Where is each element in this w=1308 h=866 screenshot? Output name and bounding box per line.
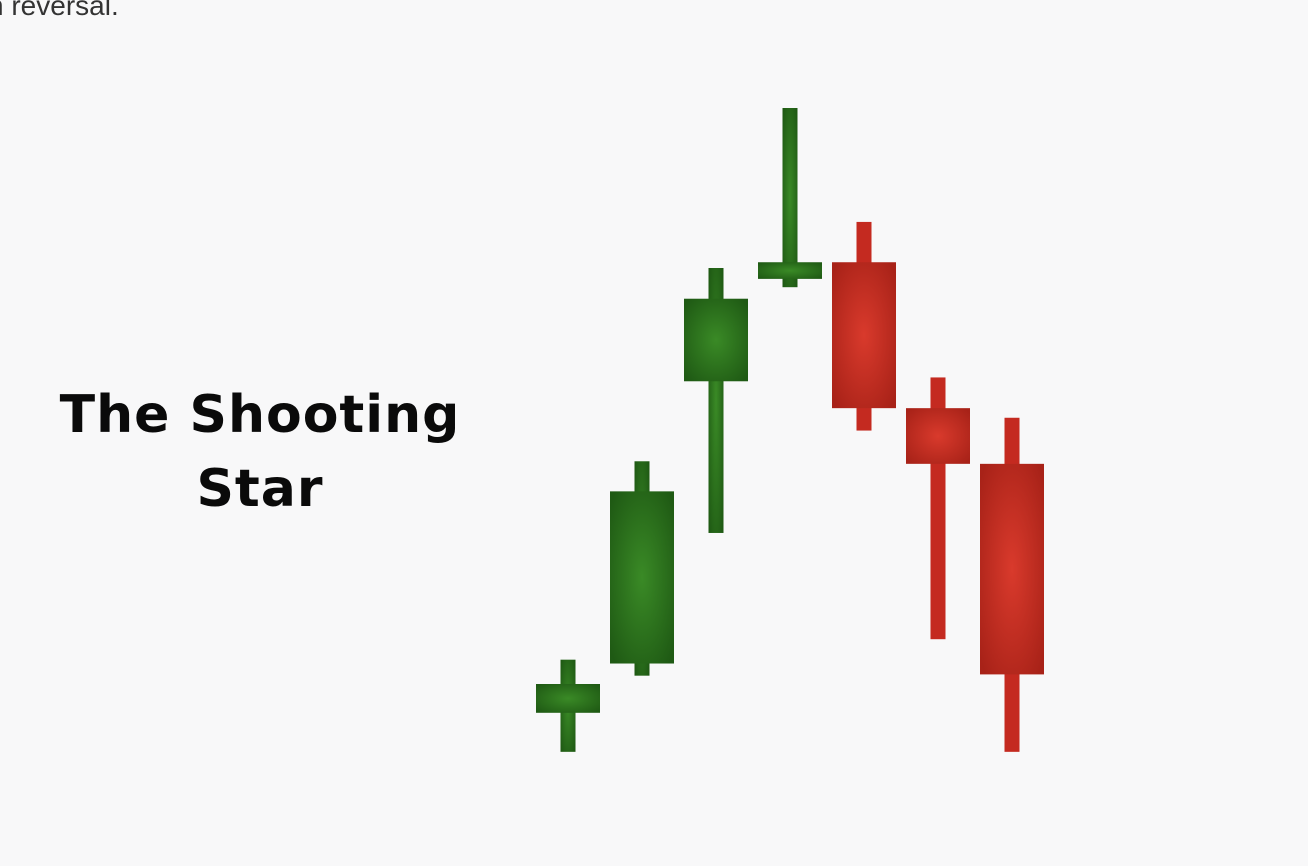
candle-7-body [980,463,1044,675]
candle-2 [610,461,674,676]
candle-4 [758,108,822,288]
candle-6-body [906,408,970,464]
candle-1 [536,659,600,752]
candle-1-body [536,684,600,713]
candle-6 [906,377,970,640]
candle-3 [684,268,748,533]
chart-title-line-1: The Shooting [59,385,461,445]
intro-text-fragment: n reversal. [0,0,119,21]
candle-5-body [832,262,896,409]
candle-2-body [610,491,674,664]
candle-4-wick [782,108,798,288]
candle-7 [980,417,1044,752]
candle-4-body [758,262,822,279]
chart-title-line-2: Star [196,459,324,519]
candle-5 [832,221,896,431]
candle-3-body [684,298,748,382]
chart-title: The Shooting Star [40,378,480,526]
